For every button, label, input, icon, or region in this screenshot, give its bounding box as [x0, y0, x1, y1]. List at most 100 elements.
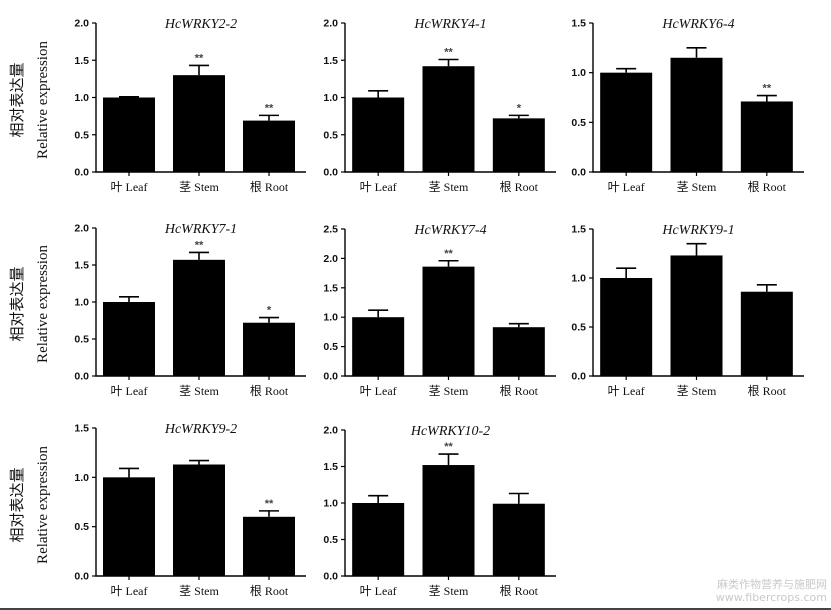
- error-bar: [119, 296, 139, 302]
- y-tick-label: 0.5: [571, 117, 586, 129]
- error-bar: [438, 58, 459, 67]
- error-bar: [616, 267, 637, 278]
- chart-title: HcWRKY7-4: [413, 223, 486, 238]
- y-tick-label: 0.0: [323, 371, 338, 383]
- bar: [492, 118, 545, 172]
- y-tick-label: 1.0: [74, 297, 89, 309]
- error-bar: [686, 47, 707, 58]
- significance-mark: **: [444, 47, 453, 59]
- chart-panel: 0.0 0.5 1.0 1.5 HcWRKY9-2 叶 Leaf 茎 Stem ** 根 Roo…: [74, 422, 306, 598]
- row1-ylabel: 相对表达量 Relative expression: [9, 41, 51, 159]
- y-tick-label: 0.0: [74, 571, 89, 583]
- y-tick-label: 0.0: [323, 571, 338, 583]
- chart-panels: 0.00.51.01.52.0 HcWRKY2-2叶 Leaf**茎 Stem**…: [74, 17, 804, 598]
- row3-ylabel: 相对表达量 Relative expression: [9, 446, 51, 564]
- significance-mark: **: [763, 83, 772, 95]
- bar: [492, 327, 545, 376]
- bar: [422, 465, 475, 576]
- bar: [600, 72, 653, 172]
- bar: [352, 317, 405, 376]
- chart-panel: 0.0 0.5 1.0 1.5 2.0 2.5 HcWRKY7-4 叶 Leaf ** 茎 Ste…: [323, 223, 556, 398]
- x-tick-label: 茎 Stem: [179, 180, 219, 194]
- bar: [173, 75, 225, 172]
- x-tick-label: 根 Root: [250, 180, 289, 194]
- chart-title: HcWRKY10-2: [410, 424, 490, 439]
- y-tick-label: 0.0: [571, 167, 586, 179]
- bar: [103, 97, 155, 172]
- error-bar: [616, 67, 637, 73]
- bar: [243, 120, 295, 172]
- bar: [422, 66, 475, 172]
- x-tick-label: 叶 Leaf: [111, 180, 148, 194]
- bar: [670, 57, 723, 173]
- error-bar: [438, 259, 459, 267]
- y-tick-label: 1.0: [323, 92, 338, 104]
- x-tick-label: 茎 Stem: [429, 180, 469, 194]
- y-tick-label: 1.5: [74, 55, 89, 67]
- x-tick-label: 叶 Leaf: [111, 584, 148, 598]
- y-tick-label: 1.5: [323, 282, 338, 294]
- chart-panel: 0.0 0.5 1.0 1.5 2.0 HcWRKY7-1 叶 Leaf ** 茎 Stem * 根…: [74, 222, 306, 398]
- y-tick-label: 1.0: [74, 92, 89, 104]
- y-tick-label: 1.5: [571, 18, 586, 30]
- y-tick-label: 1.5: [323, 461, 338, 473]
- y-tick-label: 1.0: [323, 498, 338, 510]
- chart-title: HcWRKY7-1: [164, 222, 237, 237]
- y-tick-label: 0.0: [571, 371, 586, 383]
- y-tick-label: 0.5: [74, 129, 89, 141]
- y-tick-label: 1.5: [571, 224, 586, 236]
- chart-panel: 0.0 0.5 1.0 1.5 HcWRKY9-1 叶 Leaf 茎 Stem 根 Root: [571, 223, 804, 398]
- error-bar: [368, 494, 389, 503]
- x-tick-label: 茎 Stem: [677, 384, 717, 398]
- bar: [740, 291, 793, 376]
- bar: [422, 266, 475, 376]
- error-bar: [368, 89, 389, 98]
- error-bar: [756, 94, 777, 102]
- bar: [173, 259, 225, 376]
- x-tick-label: 根 Root: [748, 384, 787, 398]
- y-tick-label: 2.0: [74, 223, 89, 235]
- significance-mark: **: [265, 102, 274, 114]
- x-tick-label: 茎 Stem: [429, 584, 469, 598]
- bar: [352, 97, 405, 172]
- chart-title: HcWRKY4-1: [413, 17, 486, 32]
- bar: [103, 477, 155, 576]
- x-tick-label: 根 Root: [500, 584, 539, 598]
- x-tick-label: 根 Root: [250, 384, 289, 398]
- bar: [103, 302, 155, 376]
- watermark: 麻类作物营养与施肥网 www.fibercrops.com: [716, 578, 827, 604]
- bar: [492, 503, 545, 576]
- significance-mark: *: [267, 305, 272, 317]
- error-bar: [259, 114, 279, 121]
- y-tick-label: 1.0: [571, 67, 586, 79]
- error-bar: [189, 64, 209, 76]
- x-tick-label: 茎 Stem: [179, 584, 219, 598]
- y-tick-label: 0.0: [74, 167, 89, 179]
- x-tick-label: 叶 Leaf: [360, 384, 397, 398]
- significance-mark: **: [195, 52, 204, 64]
- ylabel-cn: 相对表达量: [9, 467, 26, 542]
- y-tick-label: 1.0: [571, 273, 586, 285]
- significance-mark: **: [195, 239, 204, 251]
- ylabel-en: Relative expression: [35, 446, 51, 564]
- y-tick-label: 2.5: [323, 224, 338, 236]
- bottom-rule: [0, 608, 831, 610]
- x-tick-label: 叶 Leaf: [608, 180, 645, 194]
- chart-panel: 0.0 0.5 1.0 1.5 2.0 HcWRKY4-1 叶 Leaf ** 茎 Stem * 根…: [323, 17, 556, 194]
- y-tick-label: 2.0: [323, 425, 338, 437]
- chart-title: HcWRKY2-2: [164, 17, 237, 32]
- error-bar: [756, 284, 777, 292]
- chart-title: HcWRKY9-2: [164, 422, 237, 437]
- x-tick-label: 根 Root: [748, 180, 787, 194]
- x-tick-label: 叶 Leaf: [360, 584, 397, 598]
- x-tick-label: 茎 Stem: [429, 384, 469, 398]
- bar: [243, 322, 295, 376]
- ylabel-en: Relative expression: [35, 41, 51, 159]
- x-tick-label: 茎 Stem: [677, 180, 717, 194]
- significance-mark: **: [265, 498, 274, 510]
- row2-ylabel: 相对表达量 Relative expression: [9, 245, 51, 363]
- watermark-line1: 麻类作物营养与施肥网: [717, 578, 827, 591]
- x-tick-label: 叶 Leaf: [608, 384, 645, 398]
- ylabel-cn: 相对表达量: [9, 266, 26, 341]
- error-bar: [438, 453, 459, 466]
